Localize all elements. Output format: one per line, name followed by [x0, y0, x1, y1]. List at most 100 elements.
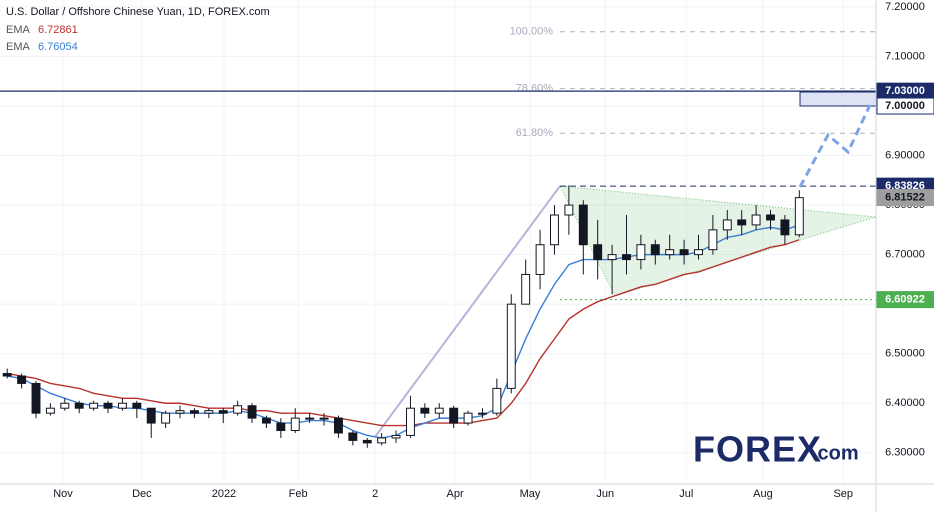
- candle-body: [103, 402, 113, 409]
- candle-body: [2, 373, 12, 377]
- candle-body: [420, 407, 430, 414]
- candle-body: [233, 405, 243, 414]
- candle-body: [679, 249, 689, 256]
- candle-body: [794, 197, 804, 236]
- candle-body: [45, 407, 55, 414]
- candle-body: [319, 417, 329, 420]
- chart-title: U.S. Dollar / Offshore Chinese Yuan, 1D,…: [6, 6, 270, 18]
- candle-body: [175, 410, 185, 414]
- candle-body: [89, 402, 99, 409]
- legend-value: 6.72861: [38, 24, 78, 36]
- candle-body: [247, 405, 257, 419]
- target-box: [799, 91, 877, 107]
- candle-body: [31, 382, 41, 414]
- candle-body: [622, 254, 631, 261]
- candle-body: [146, 407, 156, 424]
- candle-body: [665, 249, 675, 256]
- candle-body: [607, 254, 617, 261]
- candle-body: [276, 422, 286, 431]
- candle-body: [708, 229, 718, 251]
- candle-body: [751, 214, 761, 226]
- price-label-box: [876, 291, 934, 309]
- candle-body: [333, 417, 343, 434]
- candle-body: [722, 219, 732, 231]
- candle-body: [218, 410, 228, 414]
- candle-body: [636, 244, 646, 261]
- x-tick-label: Jul: [679, 488, 693, 500]
- candle-body: [117, 402, 127, 409]
- candle-body: [161, 412, 171, 424]
- y-tick-label: 7.20000: [885, 1, 925, 13]
- price-label: 6.60922: [885, 294, 925, 306]
- x-tick-label: Apr: [447, 488, 464, 500]
- y-tick-label: 6.40000: [885, 397, 925, 409]
- x-tick-label: 2022: [212, 488, 236, 500]
- plot: [2, 185, 804, 448]
- y-tick-label: 6.90000: [885, 149, 925, 161]
- legend-value: 6.76054: [38, 41, 78, 53]
- y-tick-label: 6.50000: [885, 348, 925, 360]
- candle-body: [204, 410, 214, 414]
- price-label: 6.81522: [885, 191, 925, 203]
- candle-body: [189, 410, 199, 414]
- fib-trend-line: [374, 185, 561, 438]
- candle-body: [521, 273, 531, 305]
- candle-body: [74, 402, 84, 409]
- candle-body: [405, 407, 415, 436]
- candle-body: [694, 249, 703, 256]
- price-label: 7.00000: [885, 100, 925, 112]
- legend-name: EMA: [6, 41, 31, 53]
- candle-body: [17, 375, 27, 384]
- x-tick-label: Aug: [753, 488, 773, 500]
- x-tick-label: Jun: [596, 488, 614, 500]
- fib-level-label: 61.80%: [516, 127, 554, 139]
- x-tick-label: Feb: [289, 488, 308, 500]
- x-tick-label: 2: [372, 488, 378, 500]
- candle-body: [593, 244, 603, 261]
- candle-body: [132, 402, 142, 409]
- candle-body: [535, 244, 545, 275]
- y-tick-label: 6.30000: [885, 447, 925, 459]
- legend-name: EMA: [6, 24, 31, 36]
- candle-body: [492, 387, 502, 414]
- x-tick-label: Nov: [53, 488, 73, 500]
- price-label-box: [876, 97, 934, 115]
- candle-body: [261, 417, 271, 424]
- price-label: 7.03000: [885, 85, 925, 97]
- candle-body: [348, 432, 358, 441]
- candle-body: [377, 437, 387, 444]
- candle-body: [737, 219, 747, 226]
- candle-body: [290, 417, 300, 431]
- price-label: 6.83826: [885, 180, 925, 192]
- candle-body: [650, 244, 660, 256]
- x-tick-label: May: [520, 488, 541, 500]
- candle-body: [463, 412, 473, 424]
- candle-body: [391, 434, 401, 439]
- ema-line: [7, 239, 800, 427]
- candle-body: [766, 214, 775, 221]
- y-tick-label: 6.70000: [885, 249, 925, 261]
- fib-level-label: 100.00%: [510, 26, 554, 38]
- logo: FOREX: [693, 429, 822, 470]
- candle-body: [478, 412, 487, 415]
- candle-body: [305, 417, 315, 420]
- candle-body: [362, 439, 372, 444]
- axes: 6.300006.400006.500006.600006.700006.800…: [53, 1, 934, 500]
- levels: 100.00% 78.60% 61.80%: [0, 26, 876, 301]
- candle-body: [564, 204, 574, 216]
- projection-path: [798, 104, 872, 188]
- x-tick-label: Dec: [132, 488, 152, 500]
- candle-body: [449, 407, 459, 424]
- candle-body: [578, 204, 588, 246]
- candle-body: [506, 303, 516, 389]
- x-tick-label: Sep: [833, 488, 853, 500]
- candle-body: [550, 214, 559, 246]
- candle-body: [60, 402, 70, 409]
- candle-body: [780, 219, 790, 236]
- price-label-box: [876, 189, 934, 207]
- y-tick-label: 7.10000: [885, 50, 925, 62]
- logo-suffix: .com: [812, 442, 859, 464]
